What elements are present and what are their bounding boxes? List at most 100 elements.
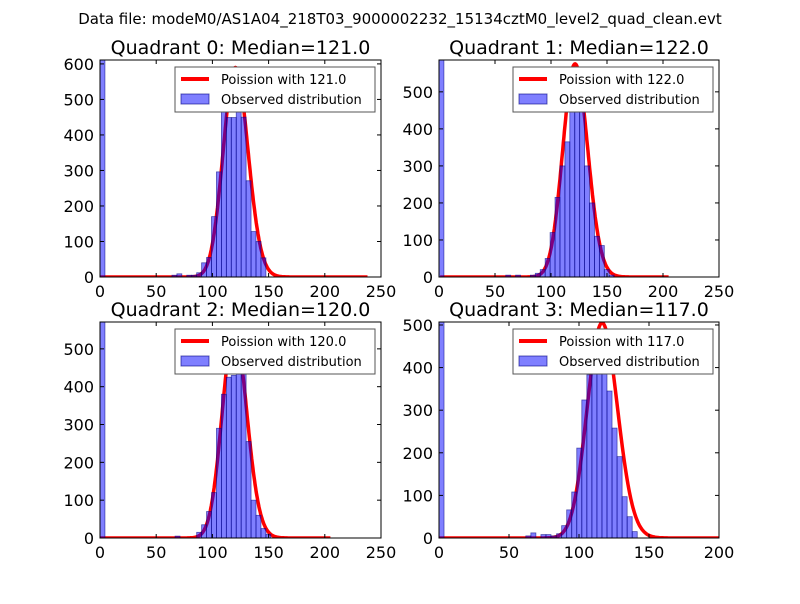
histogram-bar	[250, 231, 257, 278]
y-tick-label: 500	[402, 83, 433, 102]
histogram-bar	[621, 496, 628, 539]
histogram-bar	[260, 528, 267, 539]
y-tick-label: 400	[402, 359, 433, 378]
histogram-bar	[245, 180, 252, 278]
histogram-bar	[584, 165, 590, 278]
histogram-bar	[211, 216, 217, 278]
histogram-bar	[545, 534, 552, 539]
y-tick-label: 200	[63, 453, 94, 472]
legend-bar-swatch	[180, 93, 210, 105]
y-tick-label: 400	[63, 378, 94, 397]
histogram-bar	[611, 427, 618, 539]
y-tick-label: 0	[423, 529, 433, 548]
x-tick-label: 50	[146, 543, 166, 562]
y-tick-label: 300	[63, 161, 94, 180]
axes-frame	[438, 59, 720, 278]
x-tick-label: 250	[366, 282, 397, 301]
legend: Poission with 120.0 Observed distribution	[174, 328, 376, 375]
histogram-bar	[549, 232, 556, 278]
legend: Poission with 122.0 Observed distribution	[512, 66, 714, 113]
histogram-bar	[255, 241, 262, 278]
x-tick-label: 250	[366, 543, 397, 562]
x-tick-label: 150	[634, 543, 665, 562]
x-tick-label: 100	[564, 543, 595, 562]
histogram-bar	[260, 257, 267, 278]
histogram-bar	[631, 531, 638, 539]
legend-bar-swatch	[180, 355, 210, 367]
y-tick-label: 200	[402, 194, 433, 213]
x-tick-label: 50	[499, 543, 519, 562]
subplot-quadrant-2: Quadrant 2: Median=120.0 0 50 100 150 200 250 0…	[63, 299, 396, 562]
legend-bar-swatch	[518, 93, 548, 105]
histogram-bar	[561, 525, 568, 539]
histogram-bar	[606, 390, 613, 539]
histogram-bar	[196, 272, 203, 278]
y-tick-label: 0	[84, 529, 94, 548]
x-tick-label: 200	[648, 282, 679, 301]
poisson-curve	[440, 62, 669, 277]
legend-entry: Poission with 122.0	[559, 73, 684, 88]
histogram-bar	[540, 534, 547, 539]
x-tick-label: 150	[592, 282, 623, 301]
x-tick-label: 0	[95, 543, 105, 562]
suptitle: Data file: modeM0/AS1A04_218T03_90000022…	[78, 10, 722, 29]
histogram-bar	[539, 269, 546, 278]
histogram-bar	[594, 235, 600, 278]
y-tick-label: 300	[63, 416, 94, 435]
histogram-bar	[230, 117, 237, 278]
histogram-bar	[534, 272, 541, 278]
x-tick-label: 50	[485, 282, 505, 301]
histogram-bar	[554, 196, 561, 278]
y-tick-label: 600	[63, 55, 94, 74]
y-tick-label: 400	[402, 120, 433, 139]
y-tick-label: 0	[423, 268, 433, 287]
histogram-bar	[530, 532, 537, 539]
x-tick-label: 150	[253, 543, 284, 562]
legend-bar-swatch	[518, 355, 548, 367]
legend-entry: Poission with 120.0	[221, 335, 346, 350]
x-tick-label: 0	[434, 282, 444, 301]
y-tick-label: 100	[63, 491, 94, 510]
subplot-title: Quadrant 0: Median=121.0	[111, 37, 371, 59]
histogram-bar	[240, 367, 247, 539]
legend-entry: Observed distribution	[221, 355, 362, 370]
x-tick-label: 200	[310, 543, 341, 562]
x-tick-label: 50	[146, 282, 166, 301]
x-tick-label: 250	[704, 282, 735, 301]
histogram-bar	[211, 492, 217, 539]
y-tick-label: 300	[402, 157, 433, 176]
histogram-bar	[598, 245, 605, 278]
histogram-bar	[616, 456, 623, 539]
legend: Poission with 121.0 Observed distribution	[174, 66, 376, 113]
poisson-curve	[100, 328, 331, 538]
y-tick-label: 100	[402, 486, 433, 505]
histogram-bar	[626, 516, 633, 539]
y-tick-label: 100	[63, 232, 94, 251]
histogram-bar	[566, 509, 573, 539]
histogram-bar	[99, 321, 106, 539]
subplot-quadrant-0: Quadrant 0: Median=121.0 0 50 100 150 200 250 0…	[63, 37, 396, 301]
x-tick-label: 0	[95, 282, 105, 301]
histogram-bar	[579, 102, 585, 278]
y-tick-label: 500	[402, 316, 433, 335]
y-tick-label: 400	[63, 126, 94, 145]
histogram-bar	[576, 447, 583, 539]
histogram-bar	[240, 116, 247, 278]
histogram-bar	[245, 441, 252, 539]
axes-frame	[99, 321, 382, 539]
x-tick-label: 200	[704, 543, 735, 562]
histogram-bar	[225, 376, 232, 539]
histogram-bar	[216, 427, 222, 539]
subplot-title: Quadrant 3: Median=117.0	[449, 299, 709, 321]
histogram-bar	[196, 531, 203, 539]
axes-frame	[99, 59, 382, 278]
legend-entry: Observed distribution	[559, 355, 700, 370]
histogram-bar	[230, 374, 237, 539]
histogram-bar	[216, 171, 222, 278]
x-tick-label: 100	[197, 282, 228, 301]
histogram-bar	[201, 262, 207, 278]
histogram-bar	[225, 117, 232, 278]
y-tick-label: 200	[63, 197, 94, 216]
